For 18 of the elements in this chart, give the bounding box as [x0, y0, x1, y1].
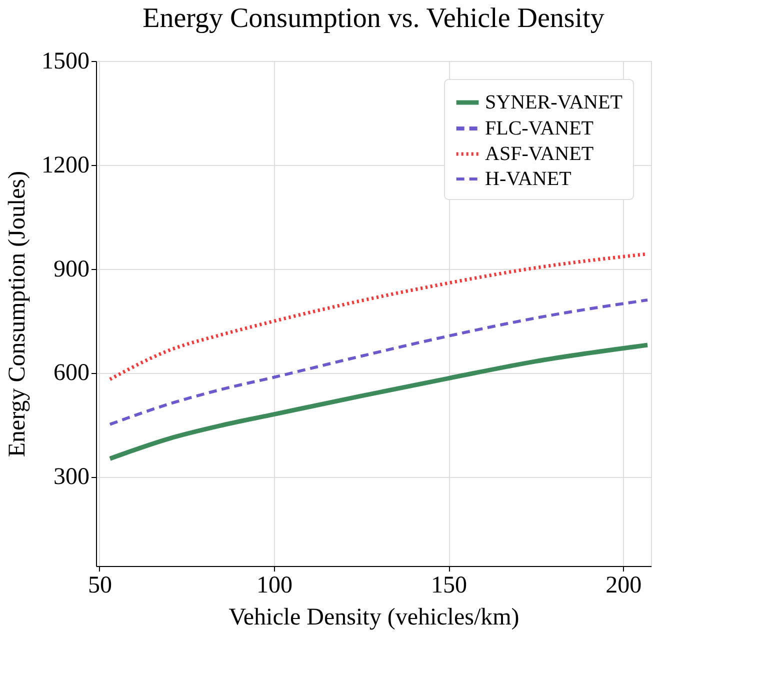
- y-tick-label: 300: [54, 464, 90, 490]
- line-series: [108, 298, 650, 426]
- y-tick-label: 600: [54, 360, 90, 386]
- legend-label: ASF-VANET: [485, 143, 594, 165]
- x-axis-title: Vehicle Density (vehicles/km): [228, 604, 520, 630]
- legend-label: FLC-VANET: [485, 118, 594, 140]
- legend-label: H-VANET: [485, 168, 572, 190]
- line-series: [108, 342, 650, 461]
- y-tick-label: 1500: [42, 48, 90, 74]
- y-tick-label: 1200: [42, 152, 90, 178]
- x-tick-label: 50: [88, 572, 112, 598]
- x-tick-label: 100: [256, 572, 293, 598]
- y-tick-label: 900: [54, 256, 90, 282]
- chart-title: Energy Consumption vs. Vehicle Density: [142, 3, 604, 34]
- y-axis-title: Energy Consumption (Joules): [4, 170, 30, 458]
- x-tick-label: 200: [606, 572, 642, 598]
- legend-label: SYNER-VANET: [485, 92, 622, 114]
- x-tick-label: 150: [431, 572, 468, 598]
